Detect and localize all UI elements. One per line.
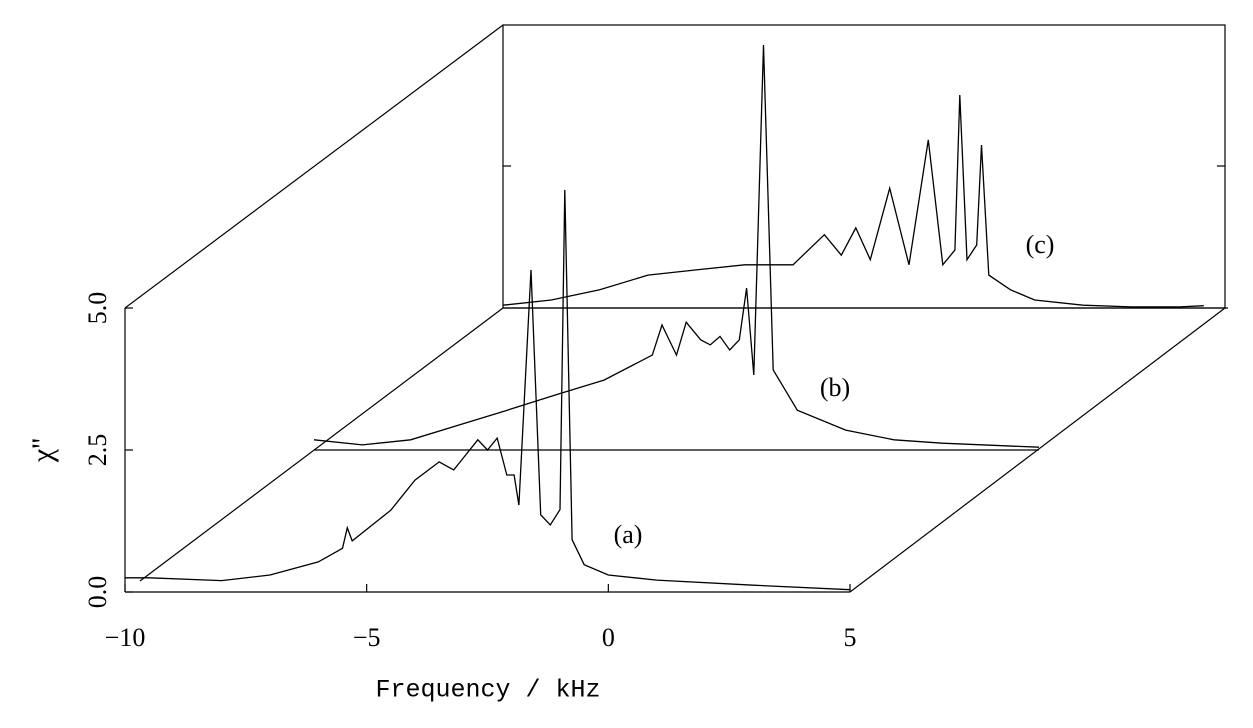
series-label: (a) — [614, 520, 643, 549]
depth-edge — [139, 307, 504, 582]
series-label: (c) — [1026, 230, 1055, 259]
y-axis-label: χ'' — [26, 438, 59, 463]
x-axis-label: Frequency / kHz — [375, 676, 600, 705]
depth-edge — [124, 24, 504, 309]
back-panel — [502, 24, 1226, 309]
x-tick-label: −10 — [105, 623, 146, 652]
spectrum-line — [125, 189, 851, 591]
x-tick-label: 5 — [844, 623, 857, 652]
spectrum-line — [313, 44, 1040, 448]
x-tick-label: −5 — [353, 623, 381, 652]
y-tick-label: 5.0 — [83, 292, 112, 325]
series-label: (b) — [820, 373, 850, 402]
y-tick-label: 0.0 — [83, 576, 112, 609]
x-tick-label: 0 — [602, 623, 615, 652]
y-tick-label: 2.5 — [83, 434, 112, 467]
spectrum-line — [502, 94, 1204, 308]
